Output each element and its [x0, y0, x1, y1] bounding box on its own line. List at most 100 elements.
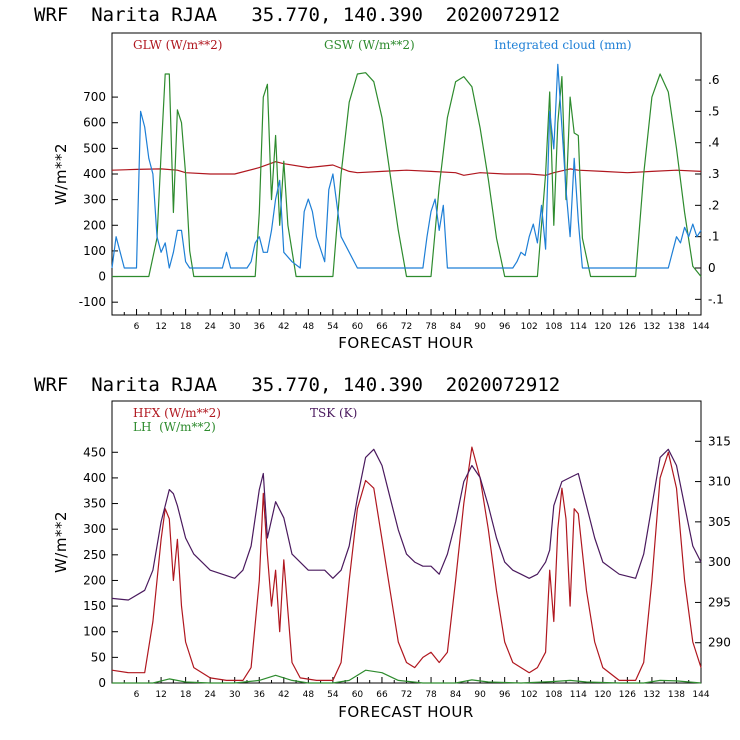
- panel-2-x-ticks: 6 12 18 24 30 36 42 48 54 60 66 72 78 84 90 96 102 108 114…: [111, 677, 710, 700]
- panel-1-x-tick-label: 72: [401, 322, 412, 332]
- panel-1-x-tick-label: 138: [668, 322, 685, 332]
- panel-2-x-tick-label: 90: [474, 690, 486, 700]
- panel-2-y-tick-label: 450: [83, 445, 106, 459]
- panel-2-legend-lh: LH (W/m**2): [133, 420, 216, 434]
- panel-1-y-right-tick-label: 0: [708, 261, 716, 275]
- panel-1-x-tick-label: 60: [352, 322, 364, 332]
- panel-2-x-tick-label: 132: [643, 690, 660, 700]
- panel-1-x-tick-label: 6: [134, 322, 140, 332]
- panel-2-legend-tsk: TSK (K): [310, 406, 357, 420]
- panel-2-y-right-tick-label: 295: [708, 595, 731, 609]
- panel-1-legend-glw: GLW (W/m**2): [133, 38, 222, 52]
- panel-1-title: WRF Narita RJAA 35.770, 140.390 20200729…: [34, 4, 560, 26]
- panel-1-y-ticks-right: -.1 0 .1 .2 .3 .4 .5 .6: [695, 73, 724, 306]
- panel-2-x-tick-label: 30: [229, 690, 241, 700]
- panel-1-x-tick-label: 12: [155, 322, 166, 332]
- panel-2-x-axis-label: FORECAST HOUR: [338, 703, 474, 721]
- panel-1-series-1-line: [111, 161, 702, 176]
- panel-1-x-tick-label: 84: [450, 322, 462, 332]
- panel-1-y-right-tick-label: .1: [708, 230, 719, 244]
- panel-2-x-tick-label: 42: [278, 690, 289, 700]
- panel-2-y-tick-label: 100: [83, 625, 106, 639]
- panel-1-y-tick-label: 200: [83, 218, 106, 232]
- panel-1-y-tick-label: 0: [98, 270, 106, 284]
- panel-1-y-tick-label: 700: [83, 90, 106, 104]
- panel-1-y-axis-label: W/m**2: [52, 143, 70, 205]
- panel-2-x-tick-label: 78: [425, 690, 437, 700]
- panel-2-title: WRF Narita RJAA 35.770, 140.390 20200729…: [34, 374, 560, 396]
- panel-2-y-right-tick-label: 315: [708, 434, 731, 448]
- panel-2-x-tick-label: 36: [254, 690, 266, 700]
- panel-2-y-tick-label: 0: [98, 676, 106, 690]
- panel-1-x-tick-label: 108: [545, 322, 562, 332]
- panel-1-y-tick-label: 100: [83, 244, 106, 258]
- panel-2-plot-frame: [111, 400, 702, 684]
- panel-2-x-tick-label: 66: [376, 690, 388, 700]
- panel-1-x-tick-label: 18: [180, 322, 192, 332]
- panel-1-y-right-tick-label: .5: [708, 104, 719, 118]
- panel-2-x-tick-label: 108: [545, 690, 562, 700]
- panel-2-series-3-line: [111, 448, 702, 601]
- panel-2-y-tick-label: 300: [83, 522, 106, 536]
- panel-1-y-tick-label: 300: [83, 193, 106, 207]
- panel-1: WRF Narita RJAA 35.770, 140.390 20200729…: [34, 4, 724, 352]
- panel-2-x-tick-label: 24: [204, 690, 216, 700]
- panel-2-y-tick-label: 350: [83, 497, 106, 511]
- panel-2-y-tick-label: 200: [83, 573, 106, 587]
- panel-1-y-right-tick-label: -.1: [708, 292, 724, 306]
- panel-2-series-1-line: [111, 446, 702, 682]
- panel-1-series-3-line: [111, 63, 702, 269]
- panel-1-y-tick-label: 500: [83, 141, 106, 155]
- panel-2-x-tick-label: 12: [155, 690, 166, 700]
- panel-1-y-ticks: -100 0 100 200 300 400 500 600 700: [79, 90, 118, 309]
- panel-2-y-tick-label: 150: [83, 599, 106, 613]
- panel-2-x-tick-label: 114: [570, 690, 587, 700]
- panel-2-y-tick-label: 250: [83, 548, 106, 562]
- panel-2-x-tick-label: 144: [692, 690, 709, 700]
- panel-2-y-axis-label: W/m**2: [52, 511, 70, 573]
- panel-1-x-tick-label: 126: [619, 322, 636, 332]
- panel-1-legend-gsw: GSW (W/m**2): [324, 38, 415, 52]
- panel-1-y-right-tick-label: .3: [708, 167, 719, 181]
- panel-2-x-tick-label: 102: [521, 690, 538, 700]
- panel-1-y-tick-label: 400: [83, 167, 106, 181]
- panel-1-x-tick-label: 66: [376, 322, 388, 332]
- panel-1-y-right-tick-label: .2: [708, 198, 719, 212]
- panel-2-x-tick-label: 54: [327, 690, 339, 700]
- panel-2-y-right-tick-label: 290: [708, 636, 731, 650]
- panel-2-x-tick-label: 72: [401, 690, 412, 700]
- panel-2-series-2-line: [112, 669, 702, 684]
- panel-1-x-ticks: 6 12 18 24 30 36 42 48 54 60 66 72 78 84 90 96 102 108 114…: [111, 309, 710, 332]
- panel-2-series: [111, 446, 702, 684]
- panel-2-y-tick-label: 400: [83, 471, 106, 485]
- panel-2-y-ticks-right: 290 295 300 305 310 315: [695, 434, 731, 650]
- panel-2-y-right-tick-label: 300: [708, 555, 731, 569]
- panel-1-series-2-line: [112, 72, 702, 278]
- panel-2-x-tick-label: 84: [450, 690, 462, 700]
- panel-1-x-tick-label: 36: [254, 322, 266, 332]
- panel-2-x-tick-label: 126: [619, 690, 636, 700]
- panel-1-x-tick-label: 102: [521, 322, 538, 332]
- panel-2-x-tick-label: 48: [303, 690, 315, 700]
- panel-1-x-tick-label: 30: [229, 322, 241, 332]
- panel-1-legend-cloud: Integrated cloud (mm): [494, 38, 632, 52]
- panel-2-x-tick-label: 18: [180, 690, 192, 700]
- panel-1-y-right-tick-label: .6: [708, 73, 719, 87]
- panel-2-x-tick-label: 120: [594, 690, 611, 700]
- panel-1-x-tick-label: 54: [327, 322, 339, 332]
- panel-1-x-tick-label: 144: [692, 322, 709, 332]
- panel-2-x-tick-label: 60: [352, 690, 364, 700]
- panel-1-x-tick-label: 48: [303, 322, 315, 332]
- panel-1-x-tick-label: 42: [278, 322, 289, 332]
- panel-1-x-tick-label: 114: [570, 322, 587, 332]
- panel-1-series: [111, 63, 702, 278]
- panel-1-x-tick-label: 78: [425, 322, 437, 332]
- panel-2-x-tick-label: 96: [499, 690, 511, 700]
- panel-1-x-tick-label: 90: [474, 322, 486, 332]
- panel-2-y-right-tick-label: 305: [708, 515, 731, 529]
- panel-1-x-axis-label: FORECAST HOUR: [338, 334, 474, 352]
- panel-1-y-right-tick-label: .4: [708, 136, 719, 150]
- panel-1-x-tick-label: 120: [594, 322, 611, 332]
- panel-2: WRF Narita RJAA 35.770, 140.390 20200729…: [34, 374, 731, 721]
